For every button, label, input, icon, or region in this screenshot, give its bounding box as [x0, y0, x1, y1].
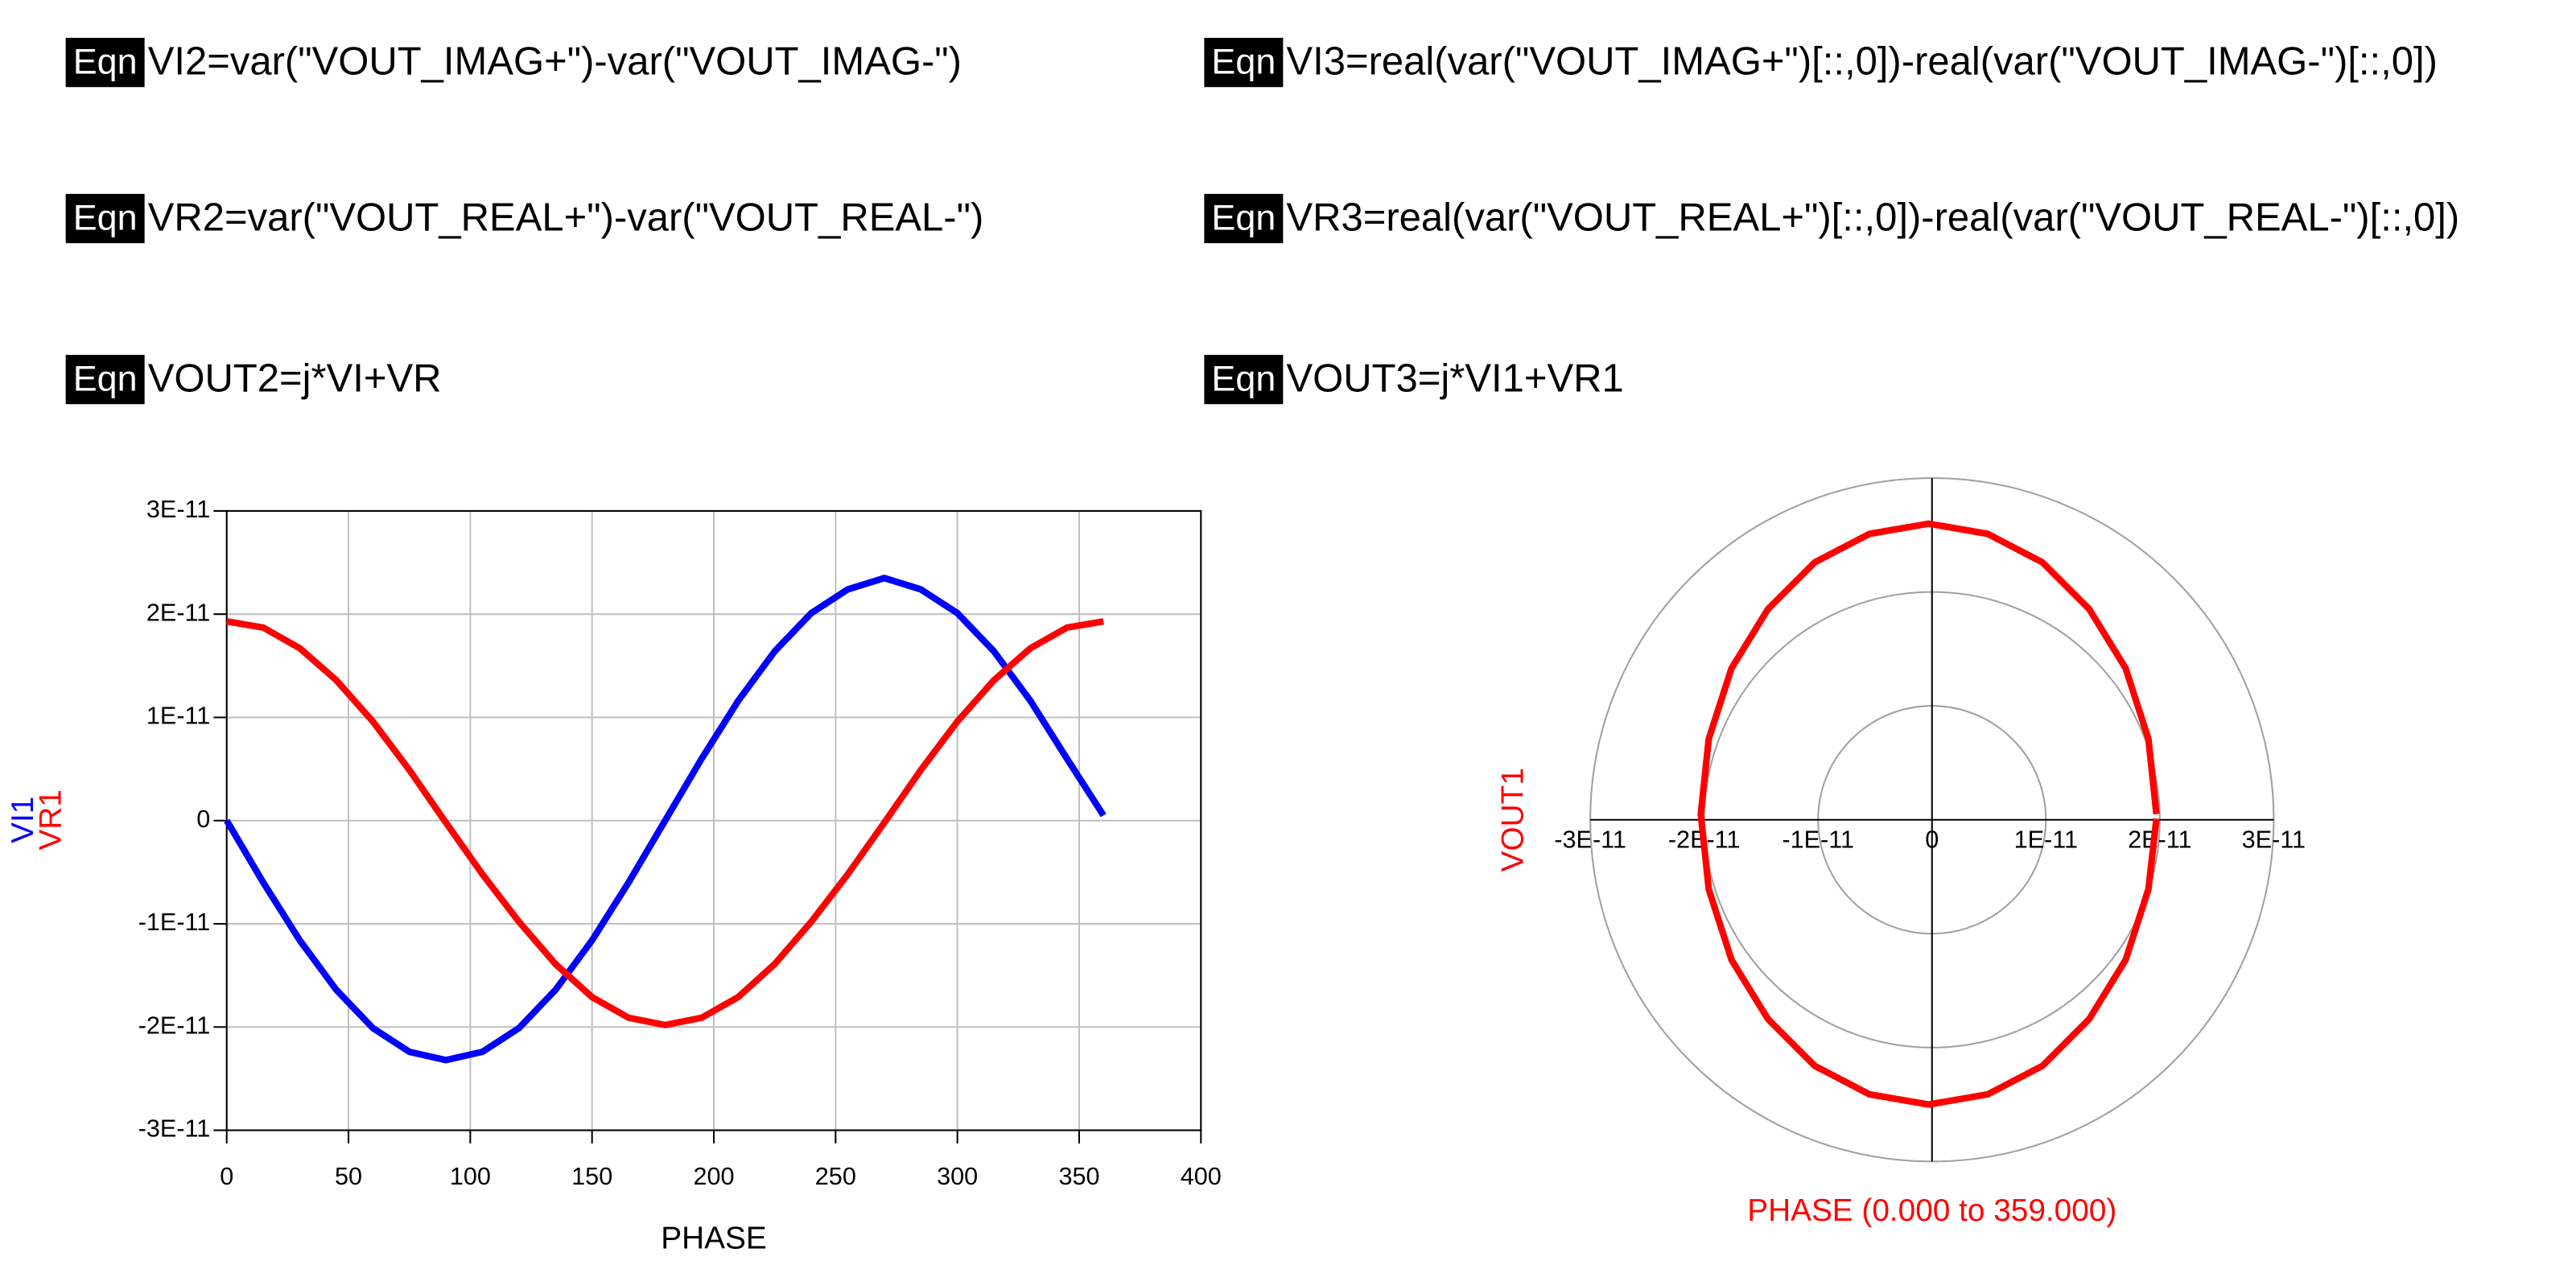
eqn-tag: Eqn: [73, 196, 138, 237]
equation: VI2=var("VOUT_IMAG+")-var("VOUT_IMAG-"): [148, 40, 962, 84]
legend-label: VR1: [34, 789, 68, 850]
x-tick-label: 350: [1058, 1163, 1099, 1190]
series-line: [226, 618, 1104, 1028]
eqn-tag: Eqn: [1211, 358, 1276, 399]
x-tick-label: 3E-11: [2242, 826, 2306, 853]
x-tick-label: 100: [450, 1163, 491, 1190]
legend-label: VI1: [6, 797, 40, 843]
x-tick-label: 200: [693, 1163, 734, 1190]
series-line: [224, 575, 1107, 1064]
x-tick-label: 300: [937, 1163, 978, 1190]
y-tick-label: 1E-11: [146, 703, 210, 730]
x-tick-label: 150: [571, 1163, 612, 1190]
eqn-tag-box: [1204, 193, 1284, 244]
eqn-tag-box: [65, 354, 145, 405]
eqn-tag: Eqn: [1211, 196, 1276, 237]
eqn-tag: Eqn: [1211, 41, 1276, 82]
x-axis-label: PHASE (0.000 to 359.000): [1747, 1193, 2116, 1228]
eqn-tag: Eqn: [73, 358, 138, 399]
y-tick-label: 2E-11: [146, 599, 210, 626]
eqn-tag-box: [1204, 354, 1284, 405]
equation: VOUT2=j*VI+VR: [148, 357, 442, 401]
legend-label: VOUT1: [1495, 768, 1530, 871]
series-line: [1697, 520, 2160, 1108]
eqn-tag-box: [1204, 37, 1284, 88]
x-tick-label: 1E-11: [2014, 826, 2078, 853]
y-tick-label: -3E-11: [138, 1115, 211, 1143]
x-tick-label: 0: [220, 1163, 233, 1190]
y-tick-label: 0: [196, 806, 210, 833]
y-tick-label: 3E-11: [146, 496, 210, 523]
x-axis-label: PHASE: [661, 1222, 766, 1256]
equation: VR3=real(var("VOUT_REAL+")[::,0])-real(v…: [1286, 196, 2459, 240]
y-tick-label: -2E-11: [138, 1012, 211, 1039]
eqn-tag: Eqn: [73, 41, 138, 82]
x-tick-label: 400: [1181, 1163, 1222, 1190]
x-tick-label: 50: [335, 1163, 362, 1190]
x-tick-label: 2E-11: [2128, 826, 2191, 853]
y-tick-label: -1E-11: [138, 909, 211, 936]
equation: VI3=real(var("VOUT_IMAG+")[::,0])-real(v…: [1286, 40, 2437, 84]
equation: VOUT3=j*VI1+VR1: [1286, 357, 1623, 401]
eqn-tag-box: [65, 37, 145, 88]
eqn-tag-box: [65, 193, 145, 244]
x-tick-label: 250: [815, 1163, 856, 1190]
equation: VR2=var("VOUT_REAL+")-var("VOUT_REAL-"): [148, 196, 984, 240]
